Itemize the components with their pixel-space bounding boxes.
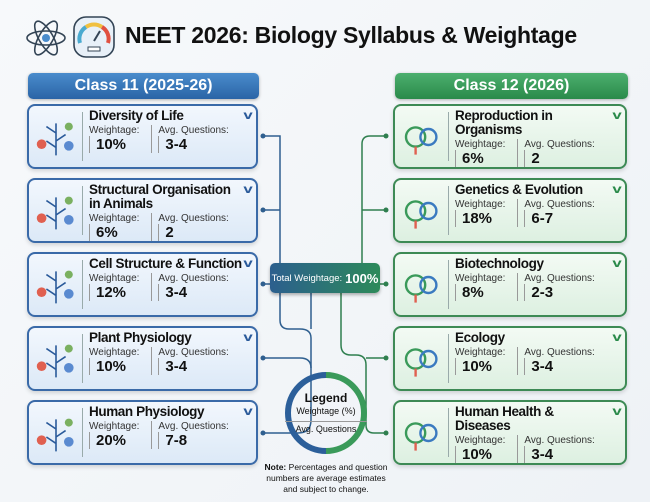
questions-label: Avg. Questions:	[158, 273, 229, 284]
unit-card[interactable]: v Genetics & Evolution Weightage: 18% Avg…	[393, 178, 627, 243]
unit-name: Human Health & Diseases	[455, 404, 554, 433]
questions-value: 2-3	[524, 284, 600, 301]
questions-value: 2	[158, 224, 234, 241]
weightage-label: Weightage:	[455, 435, 506, 446]
questions-label: Avg. Questions:	[158, 421, 229, 432]
weightage-value: 18%	[455, 210, 511, 227]
plants-animals-icon	[29, 112, 83, 161]
chevron-down-icon[interactable]: v	[612, 330, 622, 344]
unit-name: Biotechnology	[455, 256, 544, 271]
chevron-down-icon[interactable]: v	[243, 330, 253, 344]
chevron-down-icon[interactable]: v	[612, 256, 622, 270]
weightage-value: 10%	[455, 358, 511, 375]
weightage-label: Weightage:	[89, 273, 140, 284]
chevron-down-icon[interactable]: v	[243, 256, 253, 270]
legend-ring	[285, 372, 367, 454]
unit-name: Cell Structure & Function	[89, 256, 242, 271]
unit-card[interactable]: v Human Health & Diseases Weightage: 10% …	[393, 400, 627, 465]
legend-title: Legend	[304, 391, 348, 405]
unit-card[interactable]: v Biotechnology Weightage: 8% Avg. Questi…	[393, 252, 627, 317]
page-title: NEET 2026: Biology Syllabus & Weightage	[125, 22, 577, 48]
questions-value: 6-7	[524, 210, 600, 227]
chevron-down-icon[interactable]: v	[243, 182, 253, 196]
unit-name: Ecology	[455, 330, 505, 345]
weightage-label: Weightage:	[89, 421, 140, 432]
landscape-icon	[395, 334, 449, 383]
questions-value: 3-4	[158, 284, 234, 301]
note-text: Percentages and question numbers are ave…	[266, 462, 388, 494]
weightage-value: 6%	[89, 224, 145, 241]
weightage-label: Weightage:	[455, 199, 506, 210]
unit-card[interactable]: v Structural Organisation in Animals Wei…	[27, 178, 258, 243]
unit-name: Reproduction in Organisms	[455, 108, 553, 137]
speedometer-icon	[73, 16, 115, 58]
chevron-down-icon[interactable]: v	[612, 404, 622, 418]
unit-card[interactable]: v Cell Structure & Function Weightage: 12…	[27, 252, 258, 317]
questions-label: Avg. Questions:	[524, 347, 595, 358]
unit-name: Human Physiology	[89, 404, 205, 419]
class-11-header: Class 11 (2025-26)	[28, 73, 259, 99]
weightage-label: Weightage:	[89, 347, 140, 358]
syringe-icon	[395, 260, 449, 309]
unit-card[interactable]: v Diversity of Life Weightage: 10% Avg. Q…	[27, 104, 258, 169]
weightage-value: 6%	[455, 150, 511, 167]
weightage-label: Weightage:	[455, 273, 506, 284]
unit-name: Diversity of Life	[89, 108, 184, 123]
tissue-icon	[29, 186, 83, 235]
unit-card[interactable]: v Plant Physiology Weightage: 10% Avg. Qu…	[27, 326, 258, 391]
questions-value: 3-4	[158, 136, 234, 153]
weightage-value: 12%	[89, 284, 145, 301]
note: Note: Percentages and question numbers a…	[262, 462, 390, 495]
total-label: Total Weightage:	[271, 272, 343, 284]
questions-value: 3-4	[524, 358, 600, 375]
questions-label: Avg. Questions:	[524, 139, 595, 150]
weightage-value: 10%	[89, 136, 145, 153]
human-body-icon	[29, 408, 83, 457]
chevron-down-icon[interactable]: v	[243, 404, 253, 418]
gender-symbols-icon	[395, 112, 449, 161]
legend-weightage: Weightage (%)	[296, 406, 356, 416]
weightage-label: Weightage:	[89, 125, 140, 136]
chevron-down-icon[interactable]: v	[612, 182, 622, 196]
questions-label: Avg. Questions:	[158, 213, 229, 224]
questions-label: Avg. Questions:	[524, 435, 595, 446]
unit-name: Structural Organisation in Animals	[89, 182, 231, 211]
class-12-header: Class 12 (2026)	[395, 73, 628, 99]
unit-card[interactable]: v Reproduction in Organisms Weightage: 6%…	[393, 104, 627, 169]
dna-icon	[395, 186, 449, 235]
unit-card[interactable]: v Human Physiology Weightage: 20% Avg. Qu…	[27, 400, 258, 465]
questions-value: 3-4	[524, 446, 600, 463]
questions-value: 3-4	[158, 358, 234, 375]
weightage-value: 10%	[455, 446, 511, 463]
questions-label: Avg. Questions:	[524, 273, 595, 284]
cell-icon	[29, 260, 83, 309]
total-weightage-box: Total Weightage: 100%	[270, 263, 380, 293]
weightage-label: Weightage:	[455, 347, 506, 358]
unit-name: Genetics & Evolution	[455, 182, 583, 197]
questions-value: 7-8	[158, 432, 234, 449]
unit-card[interactable]: v Ecology Weightage: 10% Avg. Questions: 3…	[393, 326, 627, 391]
weightage-value: 10%	[89, 358, 145, 375]
plant-icon	[29, 334, 83, 383]
weightage-value: 20%	[89, 432, 145, 449]
unit-name: Plant Physiology	[89, 330, 192, 345]
note-label: Note:	[264, 462, 287, 472]
questions-value: 2	[524, 150, 600, 167]
weightage-label: Weightage:	[89, 213, 140, 224]
questions-label: Avg. Questions:	[158, 125, 229, 136]
weightage-label: Weightage:	[455, 139, 506, 150]
questions-label: Avg. Questions:	[524, 199, 595, 210]
chevron-down-icon[interactable]: v	[612, 108, 622, 122]
weightage-value: 8%	[455, 284, 511, 301]
atom-icon	[26, 20, 66, 56]
legend-questions: Avg. Questions	[285, 421, 367, 434]
total-value: 100%	[345, 270, 379, 286]
questions-label: Avg. Questions:	[158, 347, 229, 358]
legend: Legend Weightage (%) Avg. Questions	[285, 372, 367, 454]
chevron-down-icon[interactable]: v	[243, 108, 253, 122]
stethoscope-icon	[395, 408, 449, 457]
